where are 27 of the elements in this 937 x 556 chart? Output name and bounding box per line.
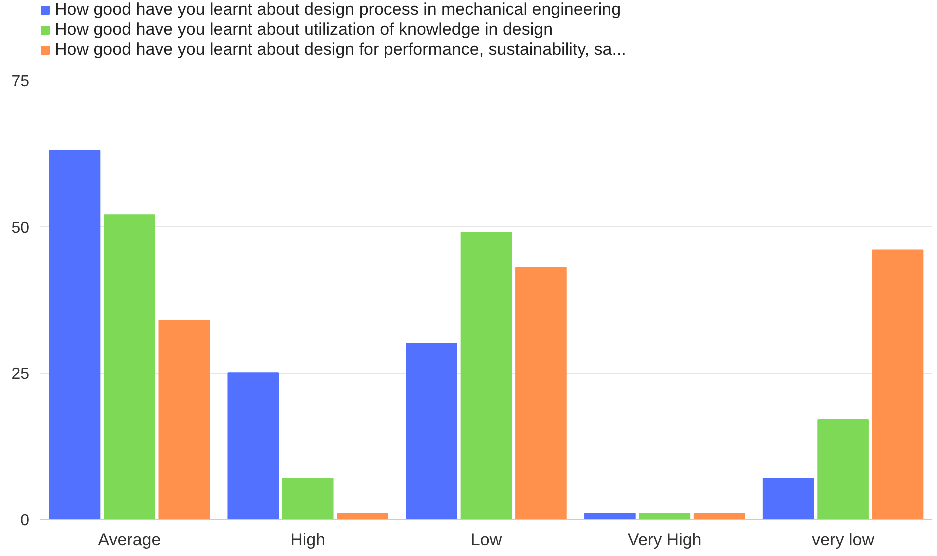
x-tick-label: Average bbox=[98, 530, 162, 550]
x-tick-label: Low bbox=[470, 530, 503, 550]
bar bbox=[337, 513, 388, 520]
y-tick-label: 50 bbox=[12, 220, 30, 237]
bar bbox=[104, 214, 156, 520]
bar bbox=[460, 232, 512, 520]
y-tick-label: 75 bbox=[12, 74, 30, 90]
bar bbox=[639, 513, 691, 520]
bar bbox=[872, 250, 924, 520]
bar bbox=[584, 513, 636, 520]
legend-label: How good have you learnt about design for performance, sustainability, sa... bbox=[55, 40, 626, 60]
bar bbox=[228, 372, 280, 520]
x-tick-label: very low bbox=[812, 530, 876, 550]
bar bbox=[406, 343, 458, 520]
legend-label: How good have you learnt about utilization of knowledge in design bbox=[55, 20, 554, 40]
legend-label: How good have you learnt about design process in mechanical engineering bbox=[55, 0, 622, 20]
x-tick-label: High bbox=[290, 530, 326, 550]
y-tick-label: 0 bbox=[20, 512, 30, 530]
bar bbox=[694, 513, 746, 520]
bar bbox=[516, 267, 567, 520]
bar bbox=[762, 478, 814, 520]
y-tick-label: 25 bbox=[12, 366, 30, 384]
bar bbox=[282, 478, 334, 520]
bar bbox=[158, 320, 210, 520]
x-tick-label: Very High bbox=[628, 530, 702, 550]
bar bbox=[818, 419, 869, 520]
bar bbox=[49, 150, 101, 520]
